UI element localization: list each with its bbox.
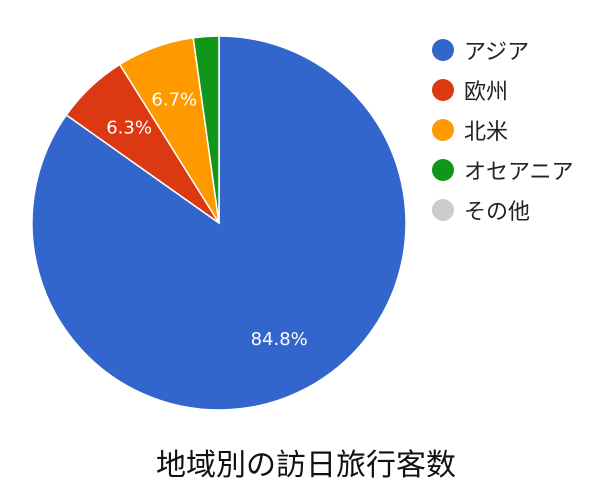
legend-label-europe: 欧州 xyxy=(464,80,509,105)
pie-label-europe: 6.3% xyxy=(106,117,152,138)
legend-swatch-oceania xyxy=(432,159,454,181)
pie-slice-oceania xyxy=(192,35,220,224)
legend-swatch-north-america xyxy=(432,119,454,141)
legend: アジア 欧州 北米 オセアニア その他 xyxy=(432,30,574,230)
legend-item-oceania: オセアニア xyxy=(432,150,574,190)
legend-label-asia: アジア xyxy=(464,40,530,65)
legend-item-north-america: 北米 xyxy=(432,110,574,150)
legend-item-asia: アジア xyxy=(432,30,574,70)
chart-title: 地域別の訪日旅行客数 xyxy=(156,448,456,483)
pie-chart: 84.8% 6.3% 6.7% xyxy=(31,35,407,411)
legend-swatch-asia xyxy=(432,39,454,61)
legend-label-other: その他 xyxy=(464,200,531,225)
pie-label-north-america: 6.7% xyxy=(151,89,197,110)
legend-swatch-other xyxy=(432,199,454,221)
legend-item-europe: 欧州 xyxy=(432,70,574,110)
legend-swatch-europe xyxy=(432,79,454,101)
legend-label-north-america: 北米 xyxy=(464,120,509,145)
legend-label-oceania: オセアニア xyxy=(464,160,574,185)
legend-item-other: その他 xyxy=(432,190,574,230)
pie-label-asia: 84.8% xyxy=(251,329,308,350)
